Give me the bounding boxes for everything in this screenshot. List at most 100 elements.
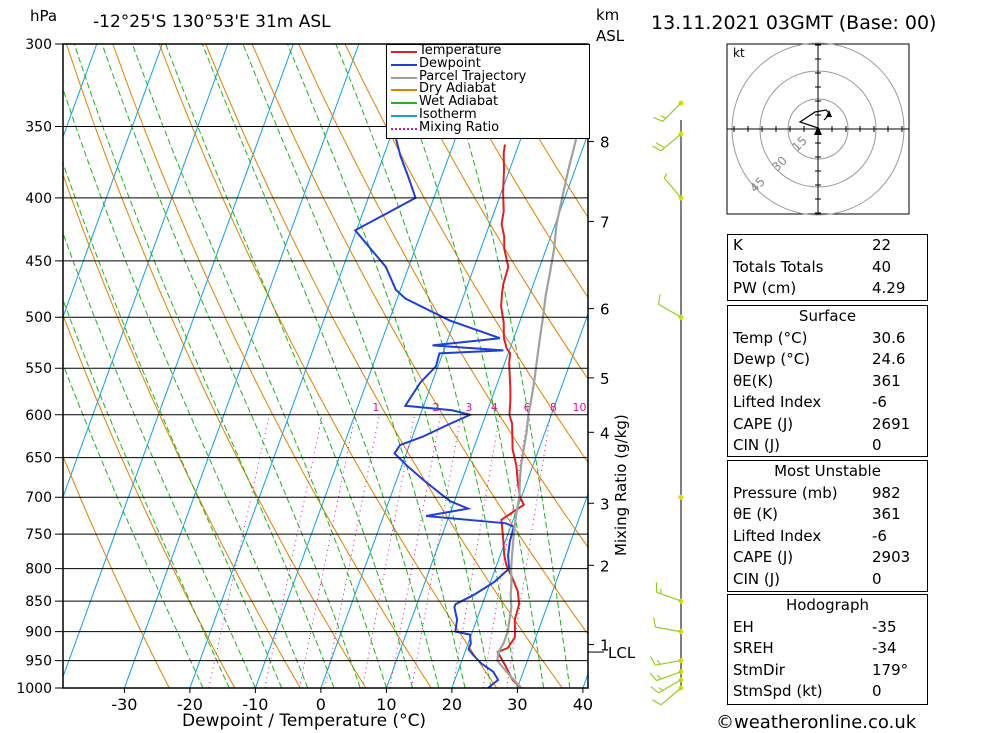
wind-barb-flag — [657, 294, 661, 305]
isotherm-line — [320, 44, 556, 688]
index-label: θE (K) — [733, 505, 778, 523]
index-value: 0 — [872, 682, 882, 700]
wet-adiabat-line — [63, 87, 309, 688]
mixing-ratio-label: 3 — [465, 401, 472, 414]
pressure-tick-label: 500 — [25, 310, 52, 326]
dry-adiabat-line — [390, 44, 588, 380]
legend-item-dewpoint: Dewpoint — [387, 57, 589, 71]
section-title: Most Unstable — [774, 462, 881, 480]
index-row-lifted: Lifted Index -6 — [728, 526, 927, 548]
dry-adiabat-line — [298, 44, 588, 549]
parcel-trajectory-line — [496, 118, 581, 688]
index-label: CIN (J) — [733, 569, 781, 588]
wind-barb-flag — [652, 617, 656, 628]
wind-barb — [658, 303, 682, 318]
dry-adiabat-line — [65, 44, 367, 688]
height-tick-label: 3 — [600, 495, 610, 513]
pressure-tick-label: 850 — [25, 594, 52, 610]
index-label: StmDir — [733, 660, 785, 679]
legend-swatch — [391, 89, 417, 92]
index-value: -34 — [872, 639, 897, 657]
index-value: 361 — [872, 371, 901, 390]
x-tick-label: -30 — [111, 695, 137, 714]
wet-adiabat-line — [386, 44, 545, 688]
pressure-tick-label: 900 — [25, 625, 52, 641]
legend-label: Parcel Trajectory — [419, 68, 527, 84]
stability-index-box: K 22 Totals Totals 40 PW (cm) 4.29 — [727, 234, 928, 301]
wind-barb-flag — [655, 142, 665, 149]
x-tick-label: 0 — [316, 695, 326, 714]
height-tick-label: 6 — [600, 301, 610, 319]
index-row-dewp: Dewp (°C) 24.6 — [728, 349, 927, 371]
pressure-tick-label: 1000 — [16, 681, 52, 697]
mixing-ratio-label: 2 — [433, 401, 440, 414]
pressure-tick-label: 550 — [25, 361, 52, 377]
legend-item-mixing-ratio: Mixing Ratio — [387, 121, 589, 135]
index-label: Dewp (°C) — [733, 350, 811, 368]
legend-swatch — [391, 114, 417, 117]
index-value: -6 — [872, 526, 887, 545]
mixing-ratio-label: 4 — [491, 401, 498, 414]
mixing-ratio-label: 6 — [524, 401, 531, 414]
mixing-ratio-line — [264, 414, 323, 688]
wet-adiabat-line — [165, 44, 414, 688]
mixing-ratio-line — [482, 414, 529, 688]
wind-barb — [656, 671, 682, 682]
copyright-link[interactable]: ©weatheronline.co.uk — [716, 712, 917, 733]
dry-adiabat-line — [158, 44, 498, 688]
dry-adiabat-line — [344, 44, 588, 464]
index-row-theta-e: θE(K) 361 — [728, 371, 927, 393]
legend-item-isotherm: Isotherm — [387, 106, 589, 122]
wind-barb-flag — [649, 672, 658, 681]
pressure-tick-label: 650 — [25, 451, 52, 467]
index-row-stmspd: StmSpd (kt) 0 — [728, 681, 927, 703]
index-label: K — [733, 236, 743, 254]
index-value: 0 — [872, 569, 882, 588]
index-label: StmSpd (kt) — [733, 682, 823, 700]
pressure-tick-label: 750 — [25, 527, 52, 543]
height-tick-label: 7 — [600, 213, 610, 231]
pressure-tick-label: 800 — [25, 562, 52, 578]
index-label: Temp (°C) — [733, 328, 808, 347]
x-tick-label: 30 — [507, 695, 527, 714]
legend-label: Dry Adiabat — [419, 81, 496, 97]
hodograph-unit-label: kt — [733, 46, 745, 60]
mixing-ratio-label: 25 — [668, 401, 682, 414]
index-value: 40 — [872, 257, 892, 276]
height-tick-label: 2 — [600, 557, 610, 575]
x-tick-label: 40 — [573, 695, 593, 714]
wind-barb-flag — [658, 686, 663, 692]
mixing-ratio-label: 15 — [612, 401, 626, 414]
legend-label: Isotherm — [419, 106, 477, 122]
isotherm-line — [516, 492, 588, 688]
mixing-ratio-label: 1 — [372, 401, 379, 414]
surface-box: Surface Temp (°C) 30.6 Dewp (°C) 24.6 θE(K… — [727, 305, 928, 457]
x-tick-label: -10 — [242, 695, 268, 714]
wind-barb-flag — [649, 656, 656, 666]
index-row-k: K 22 — [728, 235, 927, 257]
pressure-tick-label: 300 — [25, 37, 52, 53]
index-row-cape: CAPE (J) 2691 — [728, 414, 927, 436]
hodograph-marker — [826, 110, 832, 117]
hodograph-box: Hodograph EH -35 SREH -34 StmDir 179° StmSp… — [727, 594, 928, 705]
index-row-totals: Totals Totals 40 — [728, 257, 927, 279]
index-value: 24.6 — [872, 350, 906, 368]
legend-swatch — [391, 76, 417, 79]
index-label: CIN (J) — [733, 436, 781, 454]
wind-barb-flag — [657, 674, 662, 680]
index-row-sreh: SREH -34 — [728, 638, 927, 660]
pressure-tick-label: 450 — [25, 254, 52, 270]
wind-barb-flag — [652, 145, 662, 152]
asl-label: ASL — [596, 27, 625, 45]
mixing-ratio-line — [208, 414, 270, 688]
wind-barb-flag — [663, 173, 668, 179]
wind-barb — [663, 177, 682, 199]
pressure-unit-label: hPa — [30, 7, 58, 25]
wind-barb-flag — [656, 659, 661, 665]
height-tick-label: 8 — [600, 134, 610, 152]
legend-label: Wet Adiabat — [419, 94, 499, 110]
index-label: PW (cm) — [733, 279, 797, 297]
mixing-ratio-axis-title: Mixing Ratio (g/kg) — [612, 414, 630, 556]
index-label: SREH — [733, 639, 774, 657]
